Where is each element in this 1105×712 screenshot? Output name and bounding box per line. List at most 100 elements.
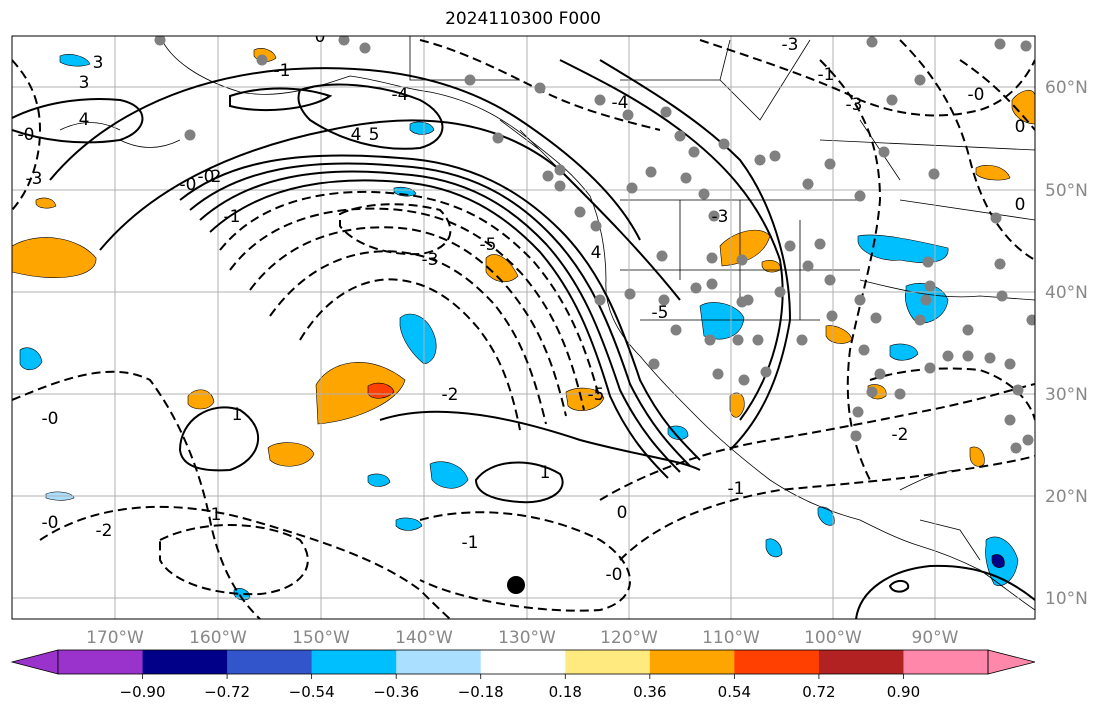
station-dot (928, 168, 940, 180)
contour-value-label: -1 (274, 61, 291, 81)
station-dot (870, 312, 882, 324)
station-dot (754, 154, 766, 166)
contour-value-label: -5 (480, 235, 497, 255)
longitude-label: 120°W (600, 628, 658, 648)
station-dot (738, 374, 750, 386)
station-dot (784, 240, 796, 252)
contour-solid (559, 59, 784, 421)
station-dot (184, 129, 196, 141)
station-dot (590, 220, 602, 232)
contour-value-label: -0 (968, 85, 985, 105)
anomaly-shaded-region (315, 362, 406, 425)
station-dot (648, 358, 660, 370)
station-dot (622, 109, 634, 121)
contour-dashed (39, 505, 451, 619)
contour-value-label: -0 (606, 565, 623, 585)
contour-value-label: 0 (315, 27, 326, 47)
station-dot (752, 334, 764, 346)
station-dot (1020, 40, 1032, 52)
latitude-label: 20°N (1045, 487, 1088, 507)
contour-solid (855, 564, 1035, 619)
station-dot (984, 352, 996, 364)
station-dot (866, 386, 878, 398)
anomaly-shaded-region (59, 54, 91, 67)
contour-value-label: 4 (591, 243, 602, 263)
station-dot (922, 256, 934, 268)
station-dot (708, 210, 720, 222)
anomaly-shaded-region (19, 347, 43, 371)
station-dot (712, 368, 724, 380)
contour-dashed (819, 59, 882, 481)
station-dot (542, 170, 554, 182)
station-dot (924, 280, 936, 292)
longitude-label: 140°W (395, 628, 453, 648)
station-dot (962, 350, 974, 362)
station-dot (886, 94, 898, 106)
station-dot (626, 182, 638, 194)
contour-value-label: -4 (612, 93, 629, 113)
longitude-label: 150°W (292, 628, 350, 648)
station-dot (920, 294, 932, 306)
station-dot (698, 188, 710, 200)
station-dot (990, 212, 1002, 224)
anomaly-shaded-region (395, 517, 423, 531)
anomaly-shaded-region (969, 446, 985, 467)
station-dot (854, 294, 866, 306)
station-dot (704, 334, 716, 346)
anomaly-shaded-region (1011, 89, 1035, 125)
contour-solid (379, 410, 701, 471)
station-dot (674, 130, 686, 142)
station-dot (658, 294, 670, 306)
contour-value-label: -5 (588, 385, 605, 405)
contour-value-label: -0 (180, 175, 197, 195)
contour-value-label: -1 (818, 65, 835, 85)
station-dot (594, 294, 606, 306)
station-markers (154, 36, 1035, 594)
contour-value-label: 0 (1015, 195, 1026, 215)
station-dot (858, 344, 870, 356)
station-dot (802, 178, 814, 190)
station-dot (464, 74, 476, 86)
longitude-label: 90°W (912, 628, 959, 648)
contour-solid (12, 97, 144, 144)
contour-solid (888, 580, 910, 593)
station-dot (802, 260, 814, 272)
contour-value-label: -0 (198, 167, 215, 187)
coastline-segment (409, 36, 520, 81)
station-dot (256, 54, 268, 66)
contour-dashed (249, 226, 567, 417)
station-dot (338, 36, 350, 46)
anomaly-shaded-region (409, 121, 435, 135)
contour-value-label: -2 (442, 385, 459, 405)
station-dot (994, 258, 1006, 270)
contour-value-label: 0 (1015, 117, 1026, 137)
station-dot (852, 406, 864, 418)
contour-value-label: -0 (42, 409, 59, 429)
station-dot (850, 430, 862, 442)
contour-value-label: 1 (232, 405, 243, 425)
contour-dashed (339, 203, 452, 256)
longitude-label: 160°W (189, 628, 247, 648)
longitude-label: 110°W (702, 628, 760, 648)
station-dot (690, 282, 702, 294)
anomaly-shaded-region (267, 442, 315, 467)
contour-dashed (219, 190, 601, 401)
contour-dashed (419, 511, 631, 612)
station-dot (894, 388, 906, 400)
anomaly-shaded-region (729, 392, 745, 418)
contour-value-label: -3 (712, 207, 729, 227)
contour-value-label: 4 (351, 125, 362, 145)
contour-solid (209, 179, 669, 479)
contour-value-label: -0 (42, 513, 59, 533)
station-dot (1004, 414, 1016, 426)
station-dot (962, 324, 974, 336)
station-dot (826, 310, 838, 322)
anomaly-shaded-region (991, 554, 1005, 568)
contour-value-label: 0 (617, 503, 628, 523)
map-title: 2024110300 F000 (445, 9, 601, 29)
station-dot (680, 172, 692, 184)
contour-value-labels: 354-3-5-5-4 -3-2-100-0-0111-2-2-1-10-0-1-… (18, 27, 1026, 585)
contour-value-label: -4 (392, 85, 409, 105)
latitude-label: 50°N (1045, 181, 1088, 201)
map-frame (11, 35, 1036, 620)
